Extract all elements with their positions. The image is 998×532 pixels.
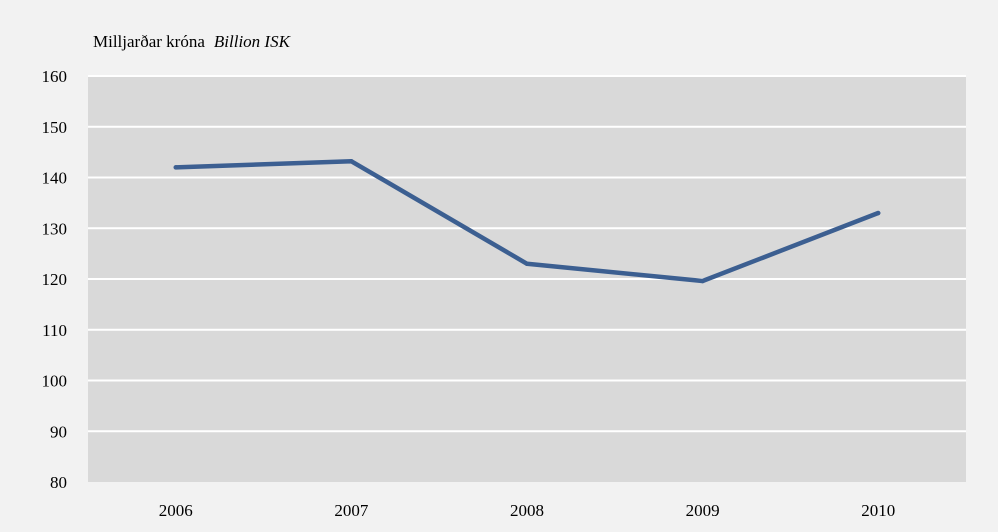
x-tick-label: 2007	[334, 501, 369, 520]
y-axis-unit-label: Milljarðar króna Billion ISK	[93, 32, 292, 51]
gridlines	[88, 75, 966, 433]
y-axis-tick-labels: 80 90 100 110 120 130 140 150 160	[42, 67, 68, 492]
x-tick-label: 2010	[861, 501, 895, 520]
y-tick-label: 120	[42, 270, 68, 289]
y-tick-label: 90	[50, 422, 67, 441]
data-point	[173, 165, 178, 170]
y-tick-label: 140	[42, 169, 68, 188]
y-tick-label: 100	[42, 372, 68, 391]
unit-label-icelandic: Milljarðar króna	[93, 32, 205, 51]
x-tick-label: 2008	[510, 501, 544, 520]
y-tick-label: 150	[42, 118, 68, 137]
unit-label-english: Billion ISK	[214, 32, 292, 51]
y-tick-label: 110	[42, 321, 67, 340]
data-point	[700, 278, 705, 284]
data-point	[876, 210, 881, 216]
x-tick-label: 2006	[159, 501, 193, 520]
data-point	[524, 261, 530, 266]
series-group	[173, 159, 881, 284]
y-tick-label: 160	[42, 67, 68, 86]
x-tick-label: 2009	[686, 501, 720, 520]
x-axis-tick-labels: 2006 2007 2008 2009 2010	[159, 501, 895, 520]
y-tick-label: 80	[50, 473, 67, 492]
data-point	[349, 159, 354, 164]
y-tick-label: 130	[42, 219, 68, 238]
